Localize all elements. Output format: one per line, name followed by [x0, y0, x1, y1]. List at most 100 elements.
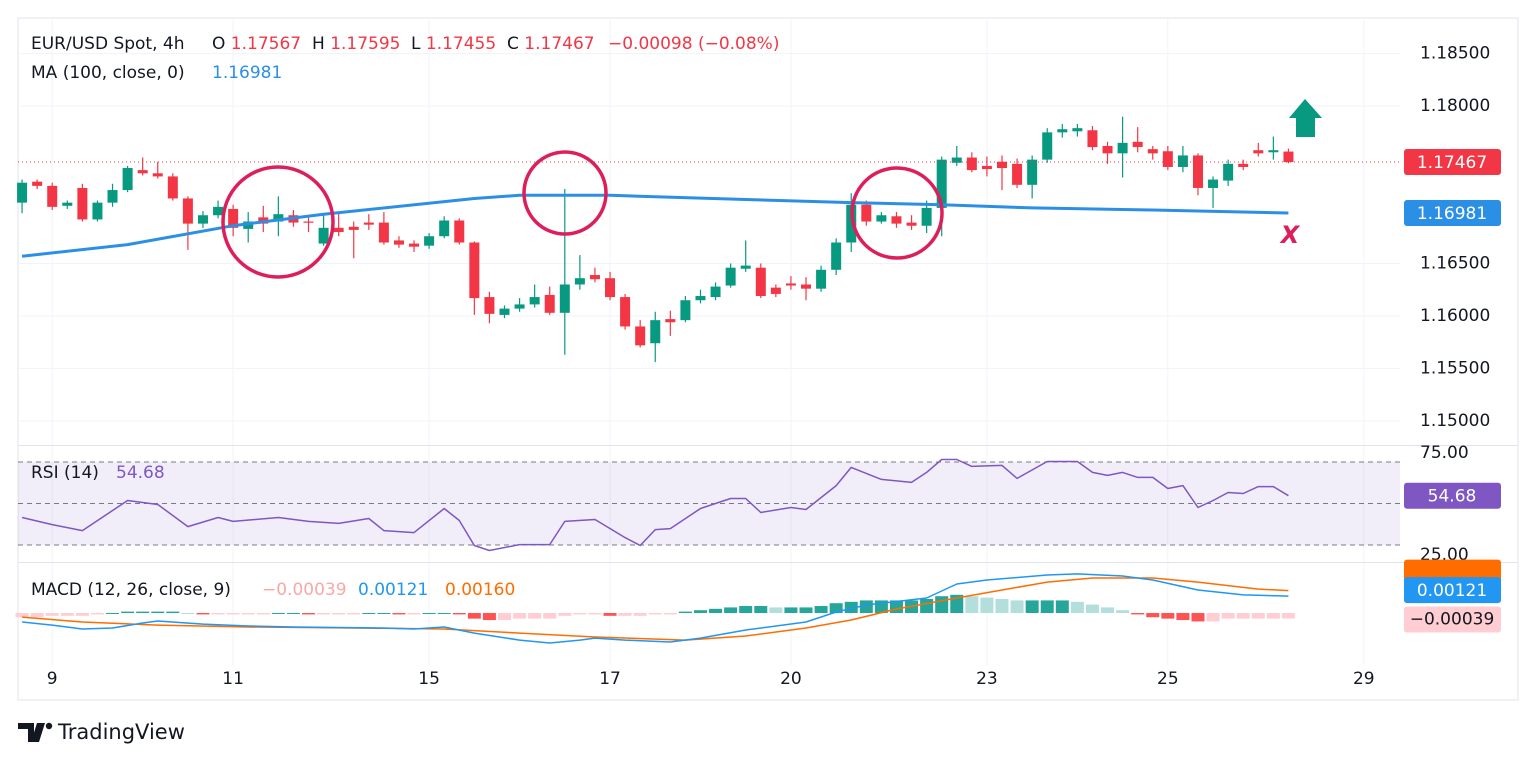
- candle-body: [936, 159, 947, 208]
- highlight-circle: [522, 150, 608, 236]
- histogram-bar: [935, 596, 949, 614]
- candle-body: [680, 300, 691, 321]
- histogram-bar: [332, 613, 346, 615]
- histogram-bar: [513, 613, 527, 619]
- candle-body: [363, 222, 374, 225]
- candle-body: [303, 221, 314, 223]
- x-tick-label: 17: [599, 669, 621, 689]
- ma-line: [21, 193, 1289, 258]
- histogram-bar: [1040, 600, 1054, 614]
- candle-body: [514, 304, 525, 309]
- histogram-bar: [256, 613, 270, 615]
- macd-value-label: 0.00121: [1417, 581, 1487, 601]
- candle-body: [1253, 150, 1264, 154]
- candle-body: [1283, 151, 1294, 163]
- candle-body: [635, 326, 646, 346]
- ohlc-letter: C: [507, 34, 519, 54]
- candle-body: [228, 208, 239, 228]
- y-tick-label: 1.15500: [1420, 358, 1490, 378]
- candle-body: [47, 185, 58, 207]
- candle-body: [620, 297, 631, 327]
- histogram-bar: [45, 613, 59, 616]
- candle-body: [755, 267, 766, 297]
- histogram-value-label: −0.00039: [1410, 609, 1495, 629]
- candle-body: [695, 296, 706, 301]
- candle-body: [333, 227, 344, 233]
- histogram-bar: [151, 611, 165, 614]
- candle-body: [1162, 151, 1173, 167]
- histogram-bar: [1236, 613, 1250, 619]
- brand-logo-dot: [45, 722, 53, 730]
- histogram-bar: [1116, 610, 1130, 614]
- footer: TradingView: [18, 720, 185, 744]
- histogram-bar: [980, 597, 994, 614]
- histogram-bar: [271, 613, 285, 615]
- candle-body: [499, 308, 510, 315]
- candle-body: [544, 294, 555, 313]
- ohlc-letter: H: [312, 34, 325, 54]
- candle-body: [529, 297, 540, 305]
- last-price-label: 1.17467: [1417, 153, 1487, 173]
- candle-body: [152, 173, 163, 177]
- last-price-label-bg: [1404, 149, 1501, 176]
- x-tick-label: 25: [1157, 669, 1179, 689]
- rsi-legend: RSI (14) 54.68: [31, 463, 165, 483]
- candle-body: [785, 283, 796, 286]
- histogram-bar: [1281, 613, 1295, 619]
- y-tick-label: 1.16000: [1420, 306, 1490, 326]
- histogram-value-label-bg: [1404, 606, 1501, 633]
- histogram-bar: [769, 607, 783, 614]
- histogram-value: −0.00039: [262, 580, 347, 600]
- histogram-bar: [482, 613, 496, 621]
- candle-body: [1117, 142, 1128, 154]
- histogram-bar: [30, 613, 44, 618]
- histogram-bar: [106, 613, 120, 615]
- y-tick-label: 1.18000: [1420, 96, 1490, 116]
- ma-value: 1.16981: [212, 63, 282, 83]
- y-tick-label: 75.00: [1420, 443, 1469, 463]
- macd-title: MACD (12, 26, close, 9): [31, 580, 231, 600]
- histogram-bar: [60, 613, 74, 616]
- candle-body: [1132, 141, 1143, 148]
- candle-body: [439, 220, 450, 237]
- histogram-bar: [633, 613, 647, 616]
- y-tick-label: 1.18500: [1420, 44, 1490, 64]
- candle-body: [559, 284, 570, 313]
- histogram-bar: [648, 613, 662, 615]
- chart-frame: [17, 17, 1519, 701]
- candle-body: [1042, 132, 1053, 160]
- candle-body: [876, 215, 887, 222]
- low-value: 1.17455: [426, 34, 496, 54]
- change-value: −0.00098 (−0.08%): [608, 34, 779, 54]
- candle-body: [409, 243, 420, 247]
- histogram-bar: [1085, 604, 1099, 614]
- histogram-bar: [1266, 613, 1280, 619]
- x-tick-label: 23: [976, 669, 998, 689]
- candle-body: [484, 297, 495, 314]
- candle-body: [1087, 130, 1098, 148]
- x-tick-label: 29: [1353, 669, 1375, 689]
- histogram-bar: [829, 603, 843, 614]
- candle-body: [197, 215, 208, 224]
- candle-body: [1072, 128, 1083, 132]
- candle-body: [725, 267, 736, 286]
- histogram-bar: [317, 613, 331, 615]
- histogram-bar: [1206, 613, 1220, 622]
- histogram-bar: [196, 613, 210, 615]
- histogram-bar: [226, 613, 240, 615]
- candle-body: [1238, 163, 1249, 167]
- marks: 9 11 15 17 20 23 25 29 1.15000 1.15500 1.16000 1.16…: [15, 18, 1501, 689]
- histogram-bar: [497, 613, 511, 621]
- histogram-bar: [407, 613, 421, 615]
- up-arrow: [1289, 99, 1322, 137]
- ma-price-label: 1.16981: [1417, 204, 1487, 224]
- histogram-bar: [754, 606, 768, 614]
- histogram-bar: [663, 613, 677, 615]
- candle-body: [861, 204, 872, 222]
- histogram-bar: [437, 613, 451, 615]
- candle-body: [831, 242, 842, 270]
- candle-body: [605, 278, 616, 298]
- histogram-bar: [166, 611, 180, 614]
- histogram-bar: [1010, 600, 1024, 614]
